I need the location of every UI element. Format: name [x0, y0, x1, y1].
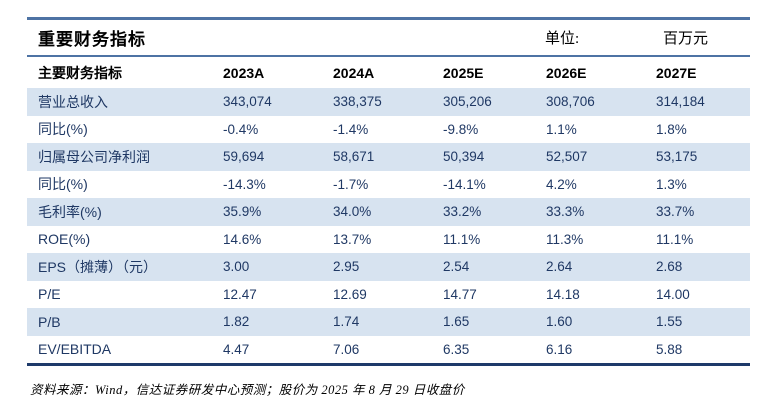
- column-header: 2027E: [656, 64, 697, 81]
- table-row: P/E 12.47 12.69 14.77 14.18 14.00: [27, 281, 750, 309]
- cell-value: 58,671: [333, 149, 375, 165]
- table-title-bar: 重要财务指标 单位: 百万元: [27, 20, 750, 55]
- cell-value: 1.1%: [546, 121, 577, 137]
- cell-value: 11.3%: [546, 231, 584, 247]
- table-row: ROE(%) 14.6% 13.7% 11.1% 11.3% 11.1%: [27, 226, 750, 254]
- table-row: 同比(%) -14.3% -1.7% -14.1% 4.2% 1.3%: [27, 171, 750, 199]
- table-row: 归属母公司净利润 59,694 58,671 50,394 52,507 53,175: [27, 143, 750, 171]
- cell-value: 2.54: [443, 259, 470, 275]
- unit-value: 百万元: [663, 31, 709, 47]
- table-row: EV/EBITDA 4.47 7.06 6.35 6.16 5.88: [27, 336, 750, 364]
- cell-value: 14.77: [443, 286, 477, 302]
- cell-value: 34.0%: [333, 204, 372, 220]
- cell-value: 7.06: [333, 341, 360, 357]
- row-label: EV/EBITDA: [38, 341, 112, 358]
- cell-value: 14.00: [656, 286, 690, 302]
- cell-value: -1.4%: [333, 121, 369, 137]
- row-label: P/E: [38, 286, 61, 303]
- cell-value: 1.65: [443, 314, 470, 330]
- top-divider: [27, 17, 750, 20]
- cell-value: 13.7%: [333, 231, 372, 247]
- unit-label: 单位:: [545, 31, 580, 47]
- table-row: P/B 1.82 1.74 1.65 1.60 1.55: [27, 308, 750, 336]
- source-note: 资料来源：Wind，信达证券研发中心预测；股价为 2025 年 8 月 29 日…: [30, 383, 465, 397]
- column-header: 2024A: [333, 64, 375, 81]
- cell-value: 11.1%: [443, 231, 481, 247]
- table-row: 同比(%) -0.4% -1.4% -9.8% 1.1% 1.8%: [27, 116, 750, 144]
- cell-value: 1.8%: [656, 121, 687, 137]
- cell-value: 5.88: [656, 341, 683, 357]
- row-label: 同比(%): [38, 176, 88, 193]
- cell-value: 305,206: [443, 94, 492, 110]
- cell-value: -1.7%: [333, 176, 369, 192]
- cell-value: -14.1%: [443, 176, 486, 192]
- bottom-divider: [27, 363, 750, 366]
- row-label: 同比(%): [38, 121, 88, 138]
- cell-value: 59,694: [223, 149, 265, 165]
- table-title: 重要财务指标: [38, 30, 146, 49]
- table-header-row: 主要财务指标 2023A 2024A 2025E 2026E 2027E: [27, 57, 750, 88]
- cell-value: 50,394: [443, 149, 485, 165]
- cell-value: 33.7%: [656, 204, 695, 220]
- cell-value: 2.64: [546, 259, 573, 275]
- row-label: EPS（摊薄）（元）: [38, 258, 158, 275]
- column-header: 2025E: [443, 64, 484, 81]
- cell-value: 2.68: [656, 259, 683, 275]
- cell-value: 33.3%: [546, 204, 585, 220]
- table-row: 营业总收入 343,074 338,375 305,206 308,706 314,184: [27, 88, 750, 116]
- cell-value: 2.95: [333, 259, 360, 275]
- cell-value: 6.16: [546, 341, 573, 357]
- row-label: 营业总收入: [38, 93, 108, 110]
- cell-value: -14.3%: [223, 176, 266, 192]
- title-divider: [27, 55, 750, 57]
- column-header-label: 主要财务指标: [38, 64, 122, 81]
- cell-value: 14.6%: [223, 231, 262, 247]
- cell-value: 52,507: [546, 149, 588, 165]
- cell-value: 4.2%: [546, 176, 577, 192]
- cell-value: 12.47: [223, 286, 257, 302]
- cell-value: 4.47: [223, 341, 250, 357]
- cell-value: 6.35: [443, 341, 470, 357]
- row-label: 归属母公司净利润: [38, 148, 150, 165]
- column-header: 2026E: [546, 64, 587, 81]
- table-row: EPS（摊薄）（元） 3.00 2.95 2.54 2.64 2.68: [27, 253, 750, 281]
- row-label: 毛利率(%): [38, 203, 102, 220]
- cell-value: 1.74: [333, 314, 360, 330]
- table-body: 营业总收入 343,074 338,375 305,206 308,706 314,184…: [27, 88, 750, 363]
- cell-value: -9.8%: [443, 121, 479, 137]
- cell-value: 53,175: [656, 149, 698, 165]
- cell-value: 343,074: [223, 94, 272, 110]
- cell-value: 3.00: [223, 259, 250, 275]
- cell-value: 33.2%: [443, 204, 482, 220]
- column-header: 2023A: [223, 64, 265, 81]
- cell-value: 1.3%: [656, 176, 687, 192]
- cell-value: 35.9%: [223, 204, 262, 220]
- cell-value: 1.55: [656, 314, 683, 330]
- cell-value: 308,706: [546, 94, 595, 110]
- row-label: P/B: [38, 313, 61, 330]
- cell-value: 12.69: [333, 286, 367, 302]
- cell-value: 338,375: [333, 94, 382, 110]
- cell-value: 314,184: [656, 94, 705, 110]
- cell-value: -0.4%: [223, 121, 259, 137]
- cell-value: 1.60: [546, 314, 573, 330]
- financial-indicators-table: 重要财务指标 单位: 百万元 主要财务指标 2023A 2024A 2025E 2026…: [27, 17, 750, 398]
- cell-value: 1.82: [223, 314, 250, 330]
- row-label: ROE(%): [38, 231, 91, 248]
- table-row: 毛利率(%) 35.9% 34.0% 33.2% 33.3% 33.7%: [27, 198, 750, 226]
- cell-value: 11.1%: [656, 231, 694, 247]
- cell-value: 14.18: [546, 286, 580, 302]
